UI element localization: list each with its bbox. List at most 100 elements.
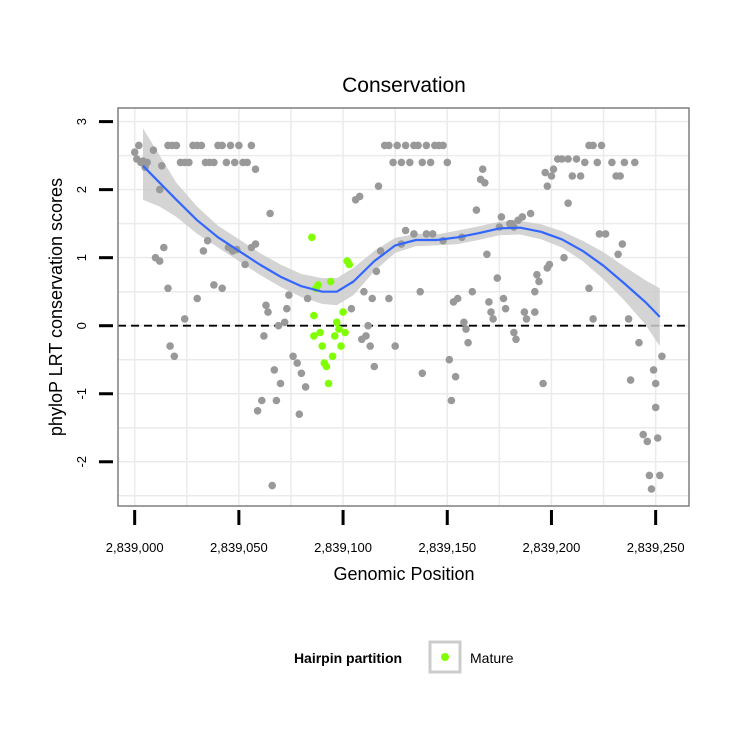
hairpin-point (385, 141, 393, 150)
hairpin-point (464, 338, 472, 347)
hairpin-point (426, 158, 435, 167)
hairpin-point (564, 155, 572, 163)
hairpin-point (301, 383, 310, 391)
hairpin-point (593, 158, 602, 167)
hairpin-point (155, 257, 164, 265)
confidence-band (143, 128, 660, 347)
hairpin-point (193, 294, 201, 303)
hairpin-point (460, 318, 468, 327)
hairpin-point (262, 301, 270, 310)
hairpin-point (410, 230, 418, 238)
hairpin-point (643, 437, 652, 446)
mature-point (316, 328, 324, 337)
x-tick-label: 2,839,150 (418, 540, 476, 555)
hairpin-point (558, 155, 566, 163)
hairpin-point (539, 379, 547, 388)
hairpin-point (360, 287, 368, 296)
hairpin-point (416, 287, 425, 296)
hairpin-point (618, 240, 627, 248)
hairpin-point (283, 304, 291, 313)
hairpin-point (376, 247, 385, 255)
hairpin-point (385, 294, 393, 303)
mature-points (308, 233, 354, 388)
hairpin-point (658, 352, 666, 361)
hairpin-point (347, 304, 356, 313)
hairpin-point (512, 335, 520, 344)
hairpin-point (576, 172, 585, 180)
hairpin-point (135, 141, 143, 150)
hairpin-point (218, 141, 226, 150)
hairpin-point (620, 158, 629, 167)
hairpin-point (289, 352, 297, 361)
hairpin-point (493, 274, 502, 282)
hairpin-point (372, 267, 381, 276)
hairpin-point (149, 146, 158, 154)
hairpin-point (485, 298, 493, 306)
hairpin-point (601, 230, 610, 238)
chart-title: Conservation (342, 74, 466, 97)
mature-point (314, 281, 322, 289)
hairpin-point (653, 434, 662, 442)
hairpin-point (276, 379, 285, 388)
smooth-trend-line (142, 165, 661, 318)
hairpin-point (210, 158, 218, 167)
hairpin-point (568, 172, 577, 180)
hairpin-point (274, 321, 283, 330)
hairpin-point (445, 355, 454, 364)
y-tick-label: 0 (74, 322, 89, 329)
y-tick-label: 2 (74, 186, 89, 193)
hairpin-point (155, 185, 164, 194)
hairpin-point (391, 342, 400, 350)
hairpin-point (222, 158, 231, 167)
hairpin-point (247, 141, 256, 150)
hairpin-point (241, 260, 249, 269)
hairpin-point (595, 230, 604, 238)
hairpin-point (172, 141, 181, 150)
x-tick-label: 2,839,200 (523, 540, 581, 555)
hairpin-point (635, 338, 643, 347)
hairpin-point (366, 342, 375, 350)
legend-key-mature-point (441, 653, 449, 661)
hairpin-point (478, 165, 487, 173)
mature-point (333, 318, 341, 327)
mature-point (328, 352, 337, 361)
hairpin-point (272, 396, 281, 405)
legend-label-mature: Mature (470, 650, 514, 666)
hairpin-point (251, 165, 260, 173)
x-tick-label: 2,839,000 (106, 540, 164, 555)
y-tick-label: 1 (74, 254, 89, 261)
y-tick-label: 3 (74, 118, 89, 125)
hairpin-point (499, 294, 508, 303)
hairpin-point (581, 158, 589, 167)
hairpin-point (218, 284, 226, 293)
hairpin-point (487, 308, 495, 316)
hairpin-point (651, 379, 660, 388)
hairpin-point (560, 253, 568, 262)
hairpin-point (180, 315, 189, 323)
hairpin-point (251, 240, 260, 248)
hairpin-point (397, 158, 406, 167)
hairpin-point (489, 315, 497, 323)
hairpin-point (401, 141, 410, 150)
x-axis: 2,839,000 2,839,050 2,839,100 2,839,150 2,83… (106, 510, 685, 555)
hairpin-point (651, 403, 660, 412)
hairpin-point (293, 359, 302, 367)
hairpin-point (303, 294, 312, 303)
mature-point (339, 308, 347, 316)
hairpin-point (626, 376, 635, 384)
hairpin-point (468, 287, 477, 296)
hairpin-point (414, 141, 422, 150)
hairpin-point (226, 141, 235, 150)
hairpin-point (393, 141, 402, 150)
grid-lines (118, 108, 689, 506)
plot-border (117, 107, 690, 507)
legend: Hairpin partition Mature (294, 640, 514, 674)
legend-title: Hairpin partition (294, 650, 402, 666)
hairpin-point (406, 158, 414, 167)
hairpin-point (374, 182, 383, 190)
hairpin-point (364, 321, 372, 330)
x-tick-label: 2,839,250 (627, 540, 685, 555)
hairpin-point (362, 332, 370, 340)
plot-panel (117, 107, 690, 507)
